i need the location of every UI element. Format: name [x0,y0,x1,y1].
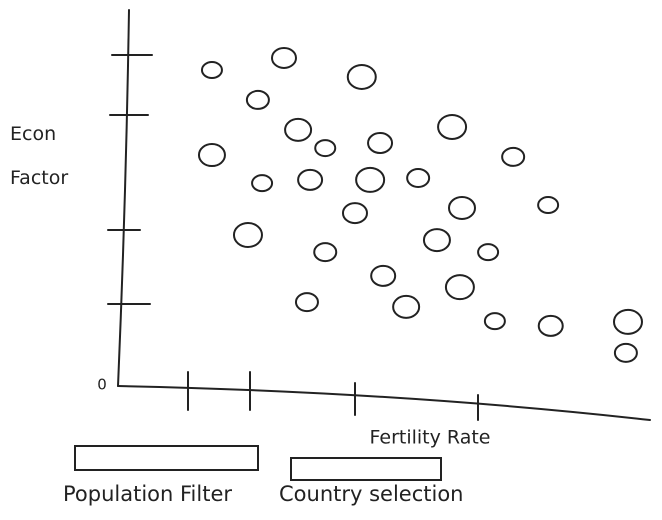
data-point [483,312,506,331]
data-point [341,202,368,225]
control-label[interactable]: Country selection [279,482,464,506]
data-point [245,89,270,110]
data-point [422,228,451,253]
y-axis [117,9,130,387]
country-selection-box[interactable] [290,457,442,481]
data-point [501,146,526,167]
data-point [370,264,397,287]
data-point [537,196,560,215]
data-point [314,139,337,158]
data-point [251,174,274,193]
x-axis [117,385,651,421]
data-point [613,342,638,363]
data-point [232,221,263,248]
data-point [284,117,313,142]
control-label[interactable]: Population Filter [63,482,232,506]
y-axis-label: Econ Factor [10,123,69,189]
data-point [197,143,226,168]
data-point [406,168,431,189]
data-point [313,242,338,263]
x-axis-label: Fertility Rate [370,427,491,449]
data-point [447,195,476,220]
data-point [437,113,468,140]
data-point [612,308,643,335]
data-point [270,46,297,69]
data-point [355,166,386,193]
data-point [294,292,319,313]
data-point [537,314,564,337]
data-point [444,274,475,301]
origin-tick-label: 0 [97,376,107,394]
data-point [392,294,421,319]
data-point [367,132,394,155]
data-point [346,63,377,90]
data-point [200,61,223,80]
population-filter-slider[interactable] [74,445,259,471]
axis-ticks [107,54,479,421]
data-point [477,243,500,262]
data-point [297,168,324,191]
